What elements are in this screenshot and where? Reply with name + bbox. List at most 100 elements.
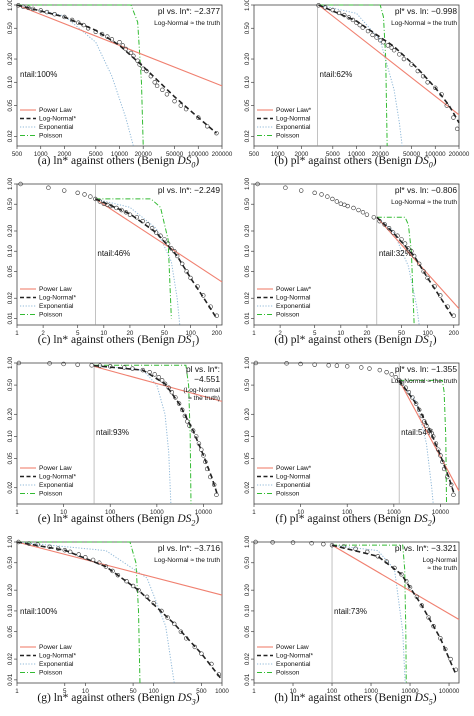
- y-tick-label: 1.00: [7, 177, 14, 190]
- x-tick-label: 1: [252, 330, 256, 337]
- data-point: [196, 115, 201, 120]
- x-tick-label: 2000: [295, 151, 309, 158]
- data-point: [122, 365, 127, 370]
- panel-e: 1 10 100 1000 10000 0.02 0.05 0.10 0.20 0.50 1.00 p…: [0, 356, 237, 537]
- x-tick-label: 500: [196, 688, 207, 695]
- chart-h: 1 10 100 1000 10000 100000 0.01 0.02 0.05 0.10 0.2…: [244, 535, 460, 695]
- chart-g: 1 5 10 50 100 500 1000 0.01 0.02 0.05 0.10 0.20 0.50…: [7, 535, 229, 695]
- caption-ds: DS: [413, 513, 428, 525]
- data-point: [124, 578, 129, 584]
- exponential-line: [318, 4, 403, 147]
- data-point: [136, 587, 141, 593]
- data-point: [192, 644, 198, 650]
- data-point: [312, 190, 317, 195]
- legend-log-normal: Log-Normal*: [276, 653, 313, 660]
- data-point: [410, 395, 415, 400]
- panel-c: 1 2 5 10 20 50 100 200 0.01 0.02 0.05 0.10 0.20 0.50 1…: [0, 177, 237, 358]
- x-tick-label: 20: [126, 330, 133, 337]
- data-point: [115, 572, 121, 578]
- data-point: [62, 188, 67, 193]
- legend-log-normal: Log-Normal: [276, 474, 311, 481]
- legend-poisson: Poisson: [39, 670, 63, 677]
- x-tick-label: 1000: [271, 151, 285, 158]
- x-tick-label: 1000: [364, 688, 378, 695]
- truth-label: Log-Normal ≈ the truth: [154, 557, 220, 564]
- exponential-line: [376, 216, 420, 326]
- caption-letter: (a): [37, 155, 54, 167]
- data-point: [76, 552, 81, 557]
- panel-d: 1 2 5 10 20 50 100 200 0.01 0.02 0.05 0.10 0.20 0.50 1…: [237, 177, 474, 358]
- data-point: [165, 615, 170, 620]
- x-tick-label: 20: [363, 330, 370, 337]
- chart-a: 500 1000 2000 5000 10000 20000 50000 100000 2000…: [7, 0, 233, 158]
- x-tick-label: 10: [60, 509, 67, 516]
- legend-log-normal: Log-Normal*: [39, 116, 76, 123]
- caption-close: ): [195, 334, 200, 346]
- truth-label: Log-Normal ≈ the truth: [391, 378, 457, 385]
- legend-poisson: Poisson: [39, 133, 63, 140]
- data-point: [396, 378, 402, 383]
- compare-label: pl* vs. ln: −1.355: [395, 364, 457, 374]
- y-tick-label: 1.00: [244, 356, 251, 369]
- data-point: [371, 215, 377, 220]
- data-point: [184, 269, 189, 274]
- truth-label: Log-Normal ≈ the truth: [391, 20, 457, 27]
- data-point: [370, 32, 375, 38]
- caption-ds: DS: [177, 334, 192, 346]
- legend-poisson: Poisson: [276, 491, 300, 498]
- plot-frame: [253, 541, 460, 684]
- exponential-line: [16, 541, 175, 684]
- x-tick-label: 20000: [135, 151, 153, 158]
- caption-text: ln* against others (Benign: [290, 692, 415, 704]
- ntail-label: ntail:62%: [320, 70, 353, 79]
- caption-ds: DS: [414, 334, 429, 346]
- chart-b: 500 1000 2000 5000 10000 20000 50000 100000 2000…: [244, 0, 470, 158]
- data-point: [377, 367, 383, 373]
- y-tick-label: 0.20: [7, 52, 14, 65]
- caption-ds: DS: [177, 155, 192, 167]
- data-point: [350, 17, 356, 23]
- data-point: [178, 629, 184, 634]
- data-point: [160, 87, 165, 92]
- plot-frame: [16, 362, 223, 505]
- caption-ds-index: 1: [428, 339, 433, 349]
- data-point: [334, 363, 340, 368]
- x-tick-label: 10000: [195, 509, 213, 516]
- compare-label: pl vs. ln*: −3.716: [158, 543, 220, 553]
- log-normal-line: [16, 4, 217, 134]
- truth-label: Log-Normal ≈ the truth: [154, 20, 220, 27]
- exponential-line: [94, 364, 172, 505]
- caption-close: ): [432, 155, 437, 167]
- y-tick-label: 1.00: [7, 356, 14, 369]
- x-tick-label: 100: [422, 330, 433, 337]
- poisson-line: [17, 541, 141, 684]
- y-tick-label: 0.05: [244, 265, 251, 278]
- y-tick-label: 0.05: [244, 452, 251, 465]
- legend-exponential: Exponential: [39, 661, 74, 668]
- y-tick-label: 0.02: [7, 292, 14, 305]
- y-tick-label: 0.50: [244, 198, 251, 211]
- x-tick-label: 5000: [326, 151, 340, 158]
- x-tick-label: 10000: [111, 151, 129, 158]
- data-point: [61, 361, 66, 367]
- data-point: [345, 364, 350, 369]
- data-point: [176, 401, 182, 406]
- data-point: [75, 190, 80, 195]
- x-tick-label: 100000: [188, 151, 209, 158]
- caption-close: ): [432, 692, 437, 704]
- data-point: [89, 363, 94, 368]
- y-tick-label: 0.02: [7, 481, 14, 494]
- caption-ds-index: 2: [191, 518, 196, 528]
- y-tick-label: 0.10: [7, 245, 14, 258]
- data-point: [172, 98, 177, 104]
- x-tick-label: 100000: [439, 688, 460, 695]
- poisson-line: [94, 364, 192, 505]
- data-point: [389, 372, 394, 377]
- compare-label: pl vs. ln*:: [186, 364, 220, 374]
- caption-ds-index: 0: [191, 160, 196, 170]
- data-point: [346, 15, 352, 20]
- caption-ds: DS: [414, 155, 429, 167]
- caption-letter: (g): [37, 692, 54, 704]
- x-tick-label: 10000: [432, 509, 450, 516]
- truth-label-line1: (Log-Normal: [183, 387, 220, 394]
